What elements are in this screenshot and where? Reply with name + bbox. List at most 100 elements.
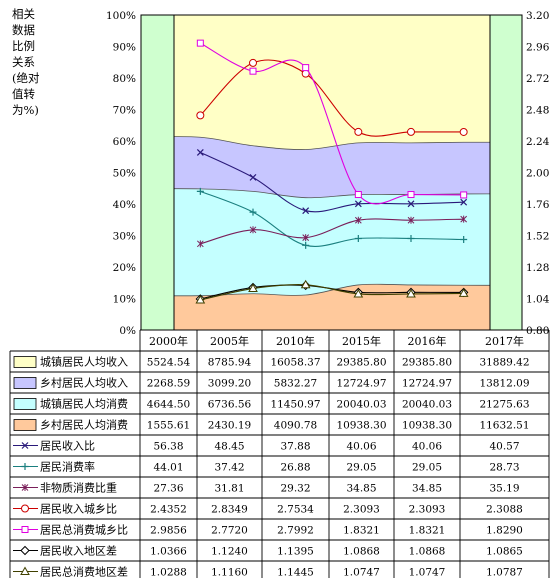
- table-cell: 28.73: [489, 462, 519, 474]
- table-cell: 1.0868: [409, 546, 446, 558]
- series-line-3: [200, 218, 464, 245]
- series-point: [460, 191, 468, 199]
- legend-swatch: [13, 398, 37, 410]
- right-tick-label: 0.80: [526, 325, 549, 337]
- table-row-label: 城镇居民人均消费: [40, 397, 128, 411]
- series-point: [302, 241, 310, 249]
- table-cell: 10938.30: [402, 420, 452, 432]
- left-axis-label-line: 数据: [12, 23, 35, 37]
- table-header-cell: 2005年: [210, 334, 249, 348]
- table-cell: 29385.80: [402, 357, 452, 369]
- table-cell: 34.85: [412, 483, 442, 495]
- left-axis-label-line: 关系: [12, 55, 35, 69]
- series-point: [458, 288, 469, 297]
- table-cell: 2.8349: [211, 504, 248, 516]
- table-cell: 20040.03: [402, 399, 452, 411]
- table-cell: 1.0288: [150, 567, 187, 579]
- table-cell: 4644.50: [147, 399, 190, 411]
- table-cell: 37.42: [214, 462, 244, 474]
- table-cell: 44.01: [153, 462, 183, 474]
- table-cell: 2430.19: [208, 420, 251, 432]
- table-cell: 1.8321: [343, 525, 380, 537]
- series-point: [249, 208, 257, 216]
- series-point: [354, 191, 362, 199]
- table-cell: 37.88: [280, 441, 310, 453]
- legend-swatch: [13, 377, 37, 389]
- table-cell: 21275.63: [479, 399, 529, 411]
- table-cell: 1.1445: [277, 567, 314, 579]
- table-cell: 10938.30: [336, 420, 386, 432]
- table-cell: 16058.37: [270, 357, 320, 369]
- legend-marker: [21, 442, 29, 449]
- series-point: [249, 67, 257, 75]
- table-cell: 29385.80: [336, 357, 386, 369]
- right-tick-label: 1.52: [526, 231, 549, 243]
- table-cell: 1.1160: [211, 567, 248, 579]
- table-row-label: 居民总消费地区差: [40, 565, 128, 579]
- series-point: [460, 215, 468, 223]
- left-tick-label: 10%: [113, 294, 136, 306]
- table-cell: 40.57: [489, 441, 519, 453]
- right-tick-label: 1.28: [526, 262, 549, 274]
- left-axis-label-line: 为%): [12, 103, 39, 117]
- table-cell: 1.0868: [343, 546, 380, 558]
- table-cell: 2.3093: [409, 504, 446, 516]
- table-cell: 3099.20: [208, 378, 251, 390]
- table-cell: 2.4352: [150, 504, 187, 516]
- table-cell: 1.1240: [211, 546, 248, 558]
- table-cell: 1.8290: [486, 525, 523, 537]
- series-point: [302, 234, 310, 242]
- table-cell: 2.7534: [277, 504, 314, 516]
- table-cell: 1.0366: [150, 546, 187, 558]
- table-row-label: 居民收入城乡比: [40, 502, 117, 516]
- right-tick-label: 1.76: [526, 199, 550, 211]
- table-cell: 31889.42: [479, 357, 529, 369]
- series-point: [407, 234, 415, 242]
- legend-marker: [21, 484, 29, 491]
- series-point: [407, 216, 415, 224]
- series-point: [459, 127, 468, 136]
- table-header-cell: 2017年: [485, 334, 524, 348]
- right-tick-label: 1.04: [526, 294, 550, 306]
- left-axis-label-line: 相关: [12, 7, 35, 21]
- right-tick-label: 2.48: [526, 105, 549, 117]
- left-tick-label: 40%: [113, 199, 136, 211]
- table-cell: 1.0865: [486, 546, 523, 558]
- table-cell: 29.05: [346, 462, 376, 474]
- legend-marker: [20, 545, 30, 556]
- series-point: [195, 294, 206, 304]
- table-cell: 31.81: [214, 483, 244, 495]
- table-header-cell: 2010年: [276, 334, 315, 348]
- table-row-label: 居民收入地区差: [40, 544, 117, 558]
- right-tick-label: 2.72: [526, 73, 549, 85]
- series-point: [460, 198, 468, 206]
- table-cell: 29.32: [280, 483, 310, 495]
- series-point: [196, 39, 204, 47]
- table-cell: 40.06: [412, 441, 442, 453]
- series-point: [353, 288, 364, 298]
- table-header-cell: 2016年: [408, 334, 447, 348]
- legend-marker: [21, 504, 29, 513]
- series-point: [302, 64, 310, 72]
- left-tick-label: 30%: [113, 231, 136, 243]
- series-point: [196, 111, 205, 120]
- series-point: [407, 191, 415, 199]
- series-point: [248, 283, 258, 293]
- right-tick-label: 2.96: [526, 42, 550, 54]
- table-cell: 2.7992: [277, 525, 314, 537]
- table-cell: 5524.54: [147, 357, 191, 369]
- left-tick-label: 100%: [106, 10, 136, 22]
- table-row-label: 居民消费率: [40, 460, 95, 474]
- table-cell: 8785.94: [208, 357, 252, 369]
- series-line-1: [200, 151, 464, 213]
- table-row-label: 乡村居民人均消费: [40, 418, 128, 432]
- left-tick-label: 80%: [113, 73, 136, 85]
- table-cell: 35.19: [489, 483, 519, 495]
- series-point: [196, 187, 204, 195]
- series-point: [407, 200, 415, 208]
- series-point: [354, 200, 362, 208]
- table-row-label: 城镇居民人均收入: [40, 355, 128, 369]
- left-axis-label-line: 值转: [12, 87, 35, 101]
